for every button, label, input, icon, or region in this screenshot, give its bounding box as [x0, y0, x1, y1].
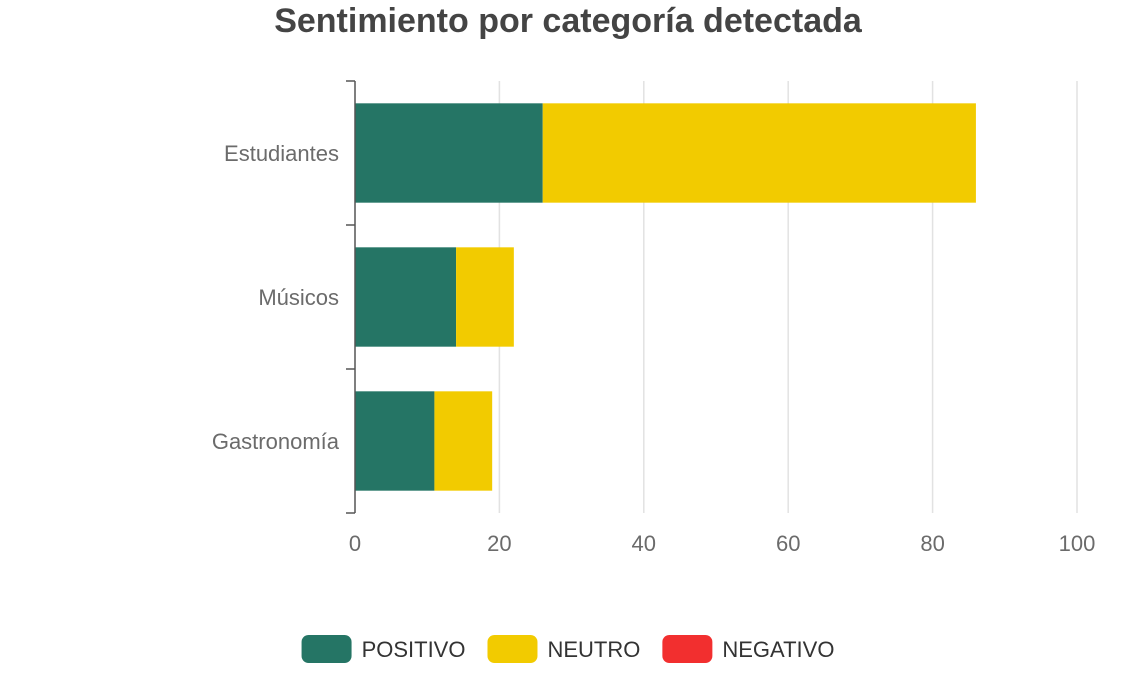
bar-musicos-neutro[interactable] [456, 247, 514, 347]
bar-gastronomia-positivo[interactable] [355, 391, 435, 491]
legend-label-positivo: POSITIVO [362, 637, 466, 662]
category-label-estudiantes: Estudiantes [224, 141, 339, 166]
x-tick-label-20: 20 [487, 531, 511, 556]
legend-label-neutro: NEUTRO [547, 637, 640, 662]
axes: 0 20 40 60 80 100 Estudiantes Músicos Gastronomí… [212, 80, 1096, 556]
legend-swatch-negativo [662, 635, 713, 663]
x-tick-label-100: 100 [1059, 531, 1096, 556]
legend-swatch-positivo [301, 635, 352, 663]
bar-estudiantes-positivo[interactable] [355, 103, 543, 203]
legend-item-positivo[interactable]: POSITIVO [301, 635, 466, 663]
x-tick-label-40: 40 [632, 531, 656, 556]
legend[interactable]: POSITIVO NEUTRO NEGATIVO [301, 635, 835, 663]
bar-gastronomia-neutro[interactable] [434, 391, 493, 491]
category-label-gastronomia: Gastronomía [212, 429, 340, 454]
chart-title: Sentimiento por categoría detectada [274, 2, 862, 40]
bar-estudiantes-neutro[interactable] [542, 103, 976, 203]
x-tick-label-0: 0 [349, 531, 361, 556]
legend-label-negativo: NEGATIVO [722, 637, 834, 662]
legend-swatch-neutro [487, 635, 538, 663]
bar-musicos-positivo[interactable] [355, 247, 457, 347]
x-tick-label-60: 60 [776, 531, 800, 556]
legend-item-negativo[interactable]: NEGATIVO [662, 635, 834, 663]
legend-item-neutro[interactable]: NEUTRO [487, 635, 640, 663]
x-tick-label-80: 80 [920, 531, 944, 556]
category-label-musicos: Músicos [258, 285, 339, 310]
bars [355, 103, 976, 491]
